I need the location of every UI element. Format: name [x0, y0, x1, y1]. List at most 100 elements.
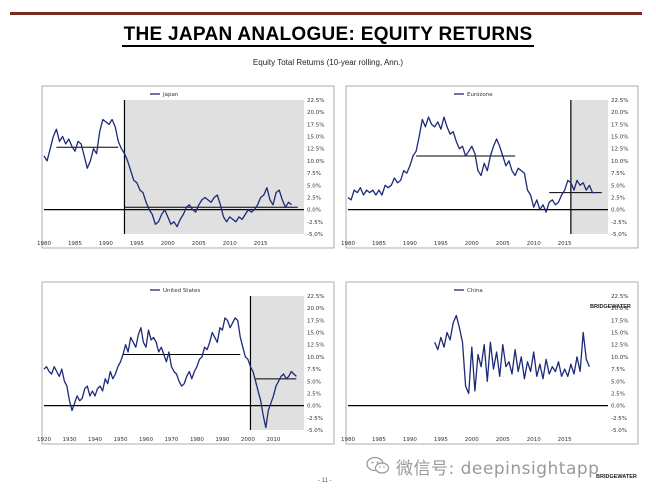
- x-tick-label: 1940: [88, 437, 102, 443]
- y-tick-label: 2.5%: [611, 391, 625, 397]
- y-tick-label: 10.0%: [307, 159, 324, 165]
- x-tick-label: 2000: [161, 241, 175, 247]
- y-tick-label: 22.5%: [611, 98, 628, 104]
- y-tick-label: 10.0%: [307, 355, 324, 361]
- legend-label: Eurozone: [467, 92, 493, 98]
- x-tick-label: 1920: [37, 437, 51, 443]
- x-tick-label: 1980: [37, 241, 51, 247]
- x-tick-label: 2015: [558, 241, 572, 247]
- x-tick-label: 1995: [130, 241, 144, 247]
- legend-label: Japan: [162, 92, 179, 98]
- brand-mark: BRIDGEWATER: [590, 304, 631, 310]
- x-tick-label: 2005: [496, 241, 510, 247]
- y-tick-label: 10.0%: [611, 355, 628, 361]
- y-tick-label: -2.5%: [611, 416, 627, 422]
- watermark-text: 微信号: deepinsightapp: [396, 458, 600, 479]
- y-tick-label: 22.5%: [307, 294, 324, 300]
- page-number: - 11 -: [318, 478, 332, 484]
- y-tick-label: 5.0%: [307, 379, 321, 385]
- x-tick-label: 2010: [527, 241, 541, 247]
- legend-label: United States: [163, 288, 200, 294]
- chart-panel-united-states: United States 22.5% 20.0% 17.5% 15.0% 12.5% 10…: [37, 281, 335, 445]
- y-tick-label: 12.5%: [611, 343, 628, 349]
- x-tick-label: 2015: [254, 241, 268, 247]
- y-tick-label: 15.0%: [307, 135, 324, 141]
- shaded-region: [250, 296, 304, 430]
- legend-label: China: [467, 288, 483, 294]
- watermark: 微信号: deepinsightapp: [366, 454, 650, 479]
- y-tick-label: 22.5%: [307, 98, 324, 104]
- x-tick-label: 2015: [558, 437, 572, 443]
- x-tick-label: 2010: [223, 241, 237, 247]
- y-tick-label: 2.5%: [307, 391, 321, 397]
- y-tick-label: -5.0%: [307, 428, 323, 434]
- y-tick-label: 17.5%: [611, 122, 628, 128]
- x-tick-label: 1980: [341, 241, 355, 247]
- top-rule: [10, 12, 642, 15]
- x-tick-label: 1990: [99, 241, 113, 247]
- x-tick-label: 1960: [139, 437, 153, 443]
- y-tick-label: 12.5%: [307, 343, 324, 349]
- x-tick-label: 1970: [164, 437, 178, 443]
- y-tick-label: 20.0%: [307, 306, 324, 312]
- y-tick-label: -5.0%: [611, 232, 627, 238]
- y-tick-label: 7.5%: [307, 171, 321, 177]
- x-tick-label: 1985: [372, 437, 386, 443]
- y-tick-label: 15.0%: [611, 331, 628, 337]
- page-title: THE JAPAN ANALOGUE: EQUITY RETURNS: [121, 24, 535, 47]
- y-tick-label: 2.5%: [611, 195, 625, 201]
- y-tick-label: -2.5%: [611, 220, 627, 226]
- brand-footer: BRIDGEWATER: [596, 474, 637, 480]
- x-tick-label: 1950: [113, 437, 127, 443]
- y-tick-label: -2.5%: [307, 220, 323, 226]
- y-tick-label: 5.0%: [307, 183, 321, 189]
- shaded-region: [124, 100, 304, 234]
- x-tick-label: 1990: [403, 241, 417, 247]
- x-tick-label: 2010: [266, 437, 280, 443]
- x-tick-label: 2000: [241, 437, 255, 443]
- y-tick-label: 17.5%: [307, 318, 324, 324]
- y-tick-label: -5.0%: [307, 232, 323, 238]
- y-tick-label: 0.0%: [307, 404, 321, 410]
- y-tick-label: 20.0%: [307, 110, 324, 116]
- x-tick-label: 1990: [215, 437, 229, 443]
- y-tick-label: 7.5%: [611, 171, 625, 177]
- x-tick-label: 2005: [192, 241, 206, 247]
- y-tick-label: 22.5%: [611, 294, 628, 300]
- x-tick-label: 2000: [465, 241, 479, 247]
- x-tick-label: 1985: [372, 241, 386, 247]
- chart-panel-china: China 22.5% 20.0% 17.5% 15.0% 12.5% 10.0% 7.5% 5…: [341, 281, 639, 445]
- x-tick-label: 1980: [190, 437, 204, 443]
- y-tick-label: 20.0%: [611, 110, 628, 116]
- y-tick-label: -2.5%: [307, 416, 323, 422]
- x-tick-label: 1995: [434, 241, 448, 247]
- y-tick-label: 17.5%: [611, 318, 628, 324]
- y-tick-label: 5.0%: [611, 183, 625, 189]
- y-tick-label: 7.5%: [307, 367, 321, 373]
- y-tick-label: 12.5%: [307, 147, 324, 153]
- chart-panel-eurozone: Eurozone 22.5% 20.0% 17.5% 15.0% 12.5% 10.0% 7.…: [341, 85, 639, 249]
- chart-frame: [345, 281, 639, 445]
- y-tick-label: 15.0%: [611, 135, 628, 141]
- x-tick-label: 1980: [341, 437, 355, 443]
- x-tick-label: 1985: [68, 241, 82, 247]
- y-tick-label: 10.0%: [611, 159, 628, 165]
- y-tick-label: 20.0%: [611, 306, 628, 312]
- x-tick-label: 2005: [496, 437, 510, 443]
- series-line: [43, 317, 297, 429]
- y-tick-label: 7.5%: [611, 367, 625, 373]
- y-tick-label: 0.0%: [307, 208, 321, 214]
- y-tick-label: -5.0%: [611, 428, 627, 434]
- page-subtitle: Equity Total Returns (10-year rolling, A…: [252, 58, 404, 67]
- chart-panel-japan: Japan 22.5% 20.0% 17.5% 15.0% 12.5% 10.0% 7.5% 5…: [37, 85, 335, 249]
- y-tick-label: 0.0%: [611, 404, 625, 410]
- x-tick-label: 2000: [465, 437, 479, 443]
- series-line: [347, 116, 596, 213]
- x-tick-label: 1990: [403, 437, 417, 443]
- series-line: [43, 118, 293, 228]
- y-tick-label: 0.0%: [611, 208, 625, 214]
- y-tick-label: 5.0%: [611, 379, 625, 385]
- y-tick-label: 17.5%: [307, 122, 324, 128]
- y-tick-label: 12.5%: [611, 147, 628, 153]
- wechat-icon: [366, 456, 390, 474]
